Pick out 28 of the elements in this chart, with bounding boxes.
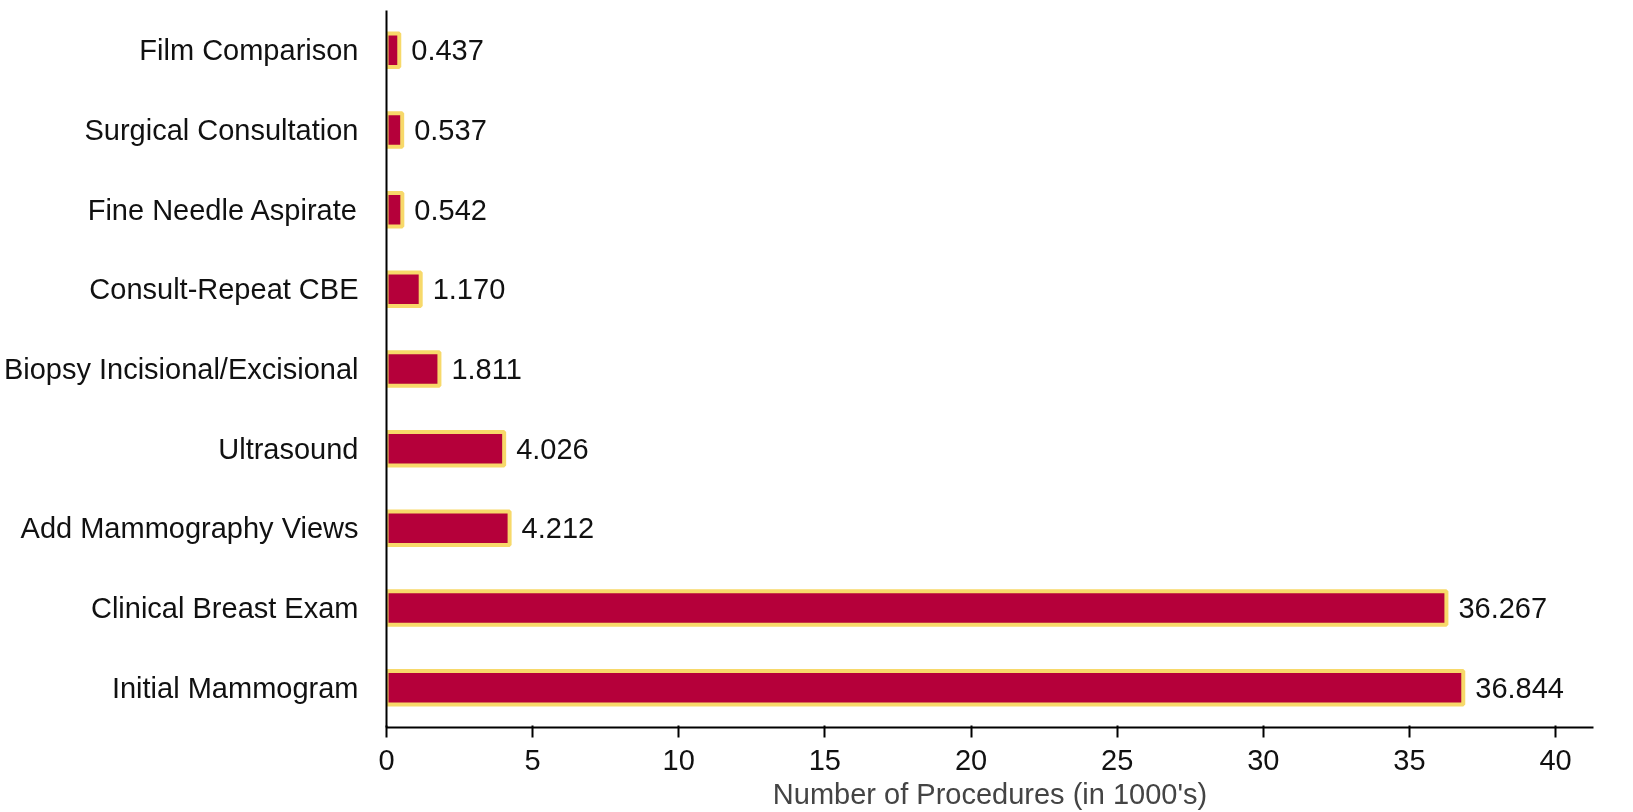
y-tick-label: Clinical Breast Exam bbox=[90, 592, 359, 624]
data-label: 0.537 bbox=[414, 114, 487, 146]
x-tick-label: 20 bbox=[954, 743, 988, 776]
y-tick-label: Fine Needle Aspirate bbox=[87, 193, 357, 226]
y-tick-label: Surgical Consultation bbox=[84, 114, 359, 146]
y-tick-label: Add Mammography Views bbox=[20, 512, 359, 545]
data-label: 4.026 bbox=[516, 432, 589, 465]
x-tick-label: 35 bbox=[1393, 743, 1426, 776]
data-label: 36.844 bbox=[1475, 671, 1564, 704]
y-tick-label: Film Comparison bbox=[139, 34, 359, 67]
data-label: 0.542 bbox=[414, 193, 487, 226]
data-label: 36.267 bbox=[1458, 592, 1548, 624]
y-tick-label: Initial Mammogram bbox=[111, 671, 359, 704]
y-tick-label: Biopsy Incisional/Excisional bbox=[3, 353, 359, 385]
x-tick-label: 30 bbox=[1247, 743, 1280, 776]
data-label: 1.170 bbox=[432, 273, 506, 306]
x-tick-label: 10 bbox=[662, 743, 695, 776]
data-label: 0.437 bbox=[411, 34, 484, 67]
x-tick-label: 25 bbox=[1101, 743, 1134, 776]
y-tick-label: Consult-Repeat CBE bbox=[89, 273, 359, 306]
x-tick-label: 0 bbox=[378, 743, 395, 776]
y-tick-label: Ultrasound bbox=[218, 432, 359, 465]
x-tick-label: 15 bbox=[808, 743, 842, 776]
x-tick-label: 5 bbox=[524, 743, 541, 776]
data-label: 1.811 bbox=[451, 353, 522, 385]
x-axis-title: Number of Procedures (in 1000's) bbox=[772, 777, 1208, 810]
data-label: 4.212 bbox=[521, 512, 595, 545]
x-tick-label: 40 bbox=[1539, 743, 1572, 776]
